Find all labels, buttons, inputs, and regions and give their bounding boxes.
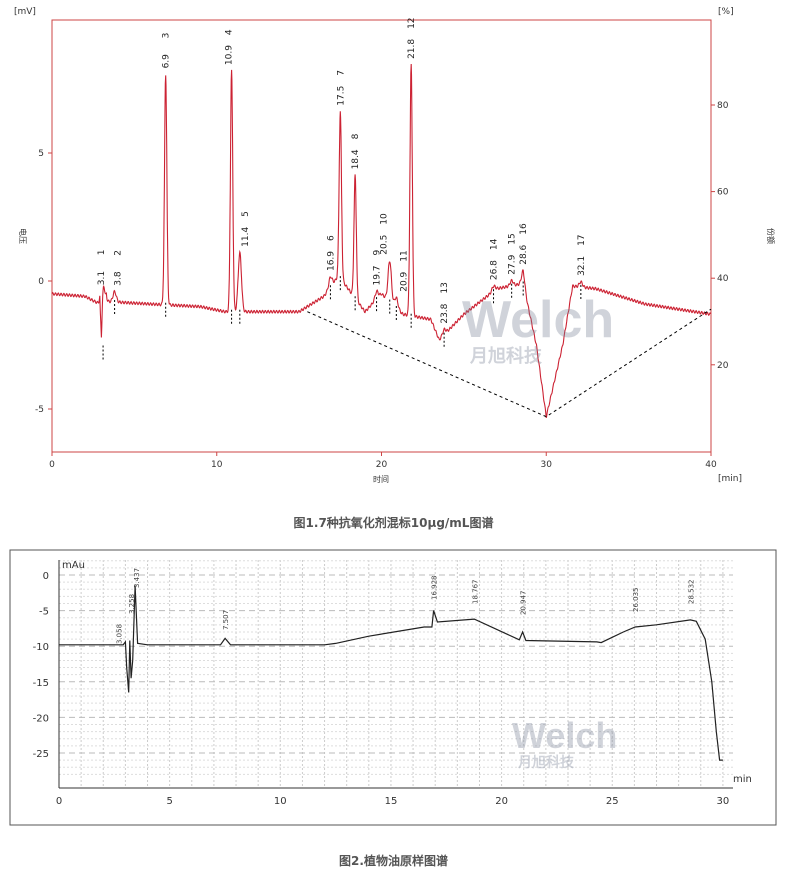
peak-rt-label: 10.9 [225,45,235,65]
peak-id-label: 11 [399,250,409,261]
peak-id-label: 15 [508,233,518,244]
y-tick-label: 5 [38,149,44,159]
peak-rt-label: 16.9 [326,251,336,271]
peak-id-label: 16 [519,223,529,235]
y-unit-2: mAu [62,560,85,571]
peak-id-label: 12 [407,17,417,28]
peak-rt-label: 20.9 [399,271,409,291]
peak-rt-label: 23.8 [440,303,450,323]
peak-rt-label: 3.1 [97,271,107,285]
peak-rt-label: 32.1 [577,256,587,276]
peak-id-label: 1 [97,250,107,256]
y-axis-label: 电压 [18,228,28,244]
peak-rt-label: 27.9 [508,254,518,274]
peak-rt-label: 3.258 [128,594,136,614]
x-tick-label: 20 [376,460,388,470]
y2-tick-label: 40 [717,274,729,284]
peak-rt-label: 26.8 [490,260,500,280]
peak-id-label: 9 [373,249,383,255]
y-tick-label: 0 [43,571,49,582]
integration-baseline [307,308,712,418]
watermark-2-sub: 月旭科技 [518,754,574,770]
y-tick-label: -25 [33,749,49,760]
peak-rt-label: 20.5 [380,235,390,255]
figure2-caption: 图2.植物油原样图谱 [339,854,448,868]
peak-rt-label: 20.947 [520,591,528,616]
x-tick-label: 10 [211,460,223,470]
y2-axis-label: 份额 [766,228,776,244]
peak-rt-label: 28.532 [687,580,695,605]
peak-id-label: 4 [225,29,235,35]
y-tick-label: -5 [39,607,49,618]
peak-rt-label: 26.035 [632,588,640,613]
peak-id-label: 7 [336,70,346,76]
x-tick-label: 20 [495,796,508,807]
peak-id-label: 14 [490,238,500,250]
peak-rt-label: 18.767 [471,580,479,605]
watermark-1: Welch [462,291,615,349]
peak-rt-label: 3.8 [114,271,124,286]
chart2-frame [9,549,777,826]
peak-rt-label: 28.6 [519,244,529,264]
x-tick-label: 15 [385,796,398,807]
y-tick-label: -20 [33,713,49,724]
peak-id-label: 17 [577,234,587,245]
peak-id-label: 2 [114,250,124,256]
trace-2 [59,585,723,761]
peak-rt-label: 3.058 [116,624,124,644]
watermark-1-sub: 月旭科技 [470,346,542,366]
peak-rt-label: 7.507 [222,610,230,630]
x-tick-label: 10 [274,796,287,807]
figure1-caption: 图1.7种抗氧化剂混标10μg/mL图谱 [293,516,494,530]
y-tick-label: -5 [35,405,44,415]
peak-id-label: 3 [162,33,172,39]
y2-tick-label: 60 [717,188,729,198]
trace-1 [51,63,712,418]
peak-rt-label: 11.4 [241,227,251,247]
x-unit-2: min [733,774,752,785]
y-unit: [mV] [14,7,36,17]
x-tick-label: 0 [56,796,62,807]
peak-id-label: 8 [351,133,361,139]
peak-rt-label: 17.5 [336,86,346,106]
peak-id-label: 10 [380,213,390,225]
y-tick-label: -10 [33,642,49,653]
y2-tick-label: 20 [717,361,729,371]
y2-tick-label: 80 [717,101,729,111]
x-axis-label: 时间 [373,474,389,484]
peak-id-label: 6 [326,235,336,241]
peak-rt-label: 18.4 [351,149,361,169]
peak-rt-label: 19.7 [373,265,383,285]
y-tick-label: -15 [33,678,49,689]
x-tick-label: 0 [49,460,55,470]
x-tick-label: 25 [606,796,619,807]
x-tick-label: 40 [705,460,717,470]
peak-rt-label: 16.928 [431,576,439,601]
peak-id-label: 5 [241,211,251,217]
peak-rt-label: 6.9 [162,54,172,69]
x-tick-label: 5 [166,796,172,807]
peak-rt-label: 3.437 [133,568,141,588]
peak-id-label: 13 [440,282,450,293]
x-tick-label: 30 [541,460,553,470]
y-tick-label: 0 [38,277,44,287]
x-tick-label: 30 [717,796,730,807]
watermark-2: Welch [512,715,618,756]
peak-rt-label: 21.8 [407,39,417,59]
x-unit: [min] [718,474,742,484]
y2-unit: [%] [718,7,734,17]
